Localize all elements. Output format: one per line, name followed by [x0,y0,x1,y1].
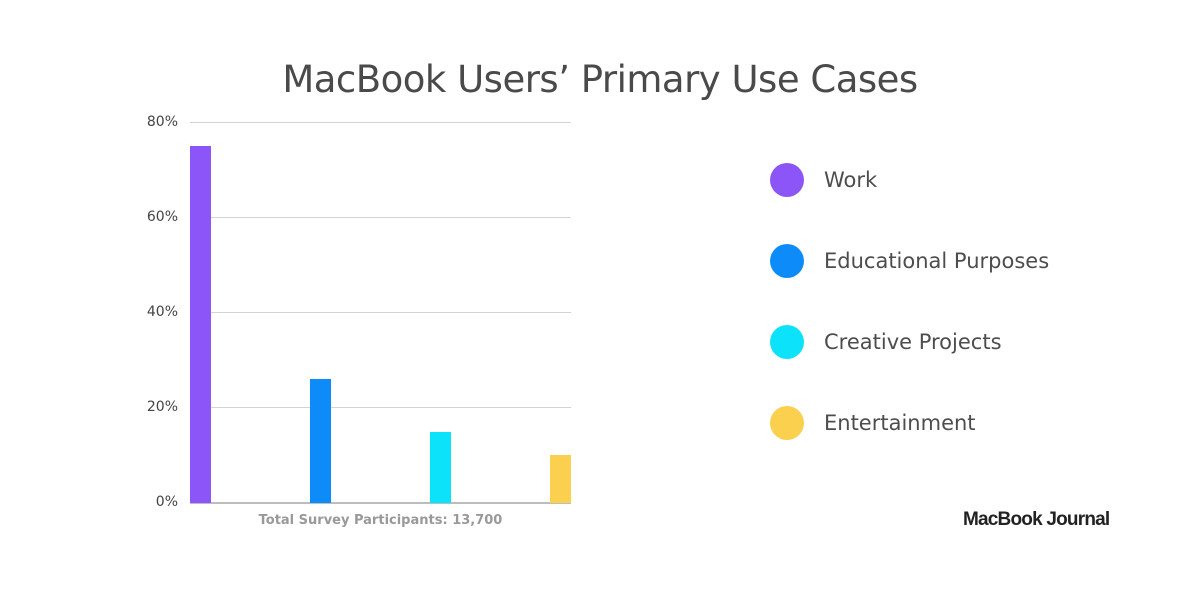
legend-item-work: Work [770,162,877,198]
legend-label: Educational Purposes [824,249,1050,273]
legend-label: Work [824,168,878,192]
gridline [190,407,571,408]
x-axis-caption: Total Survey Participants: 13,700 [258,513,503,528]
y-tick-60: 60% [146,209,178,225]
bar-educational-purposes [310,379,331,503]
circle-icon [770,406,804,440]
gridline [190,312,571,313]
bar-creative-projects [430,431,451,503]
legend-item-educational: Educational Purposes [770,243,1049,279]
legend-item-entertainment: Entertainment [770,405,976,441]
y-tick-40: 40% [146,304,178,320]
x-axis-line [190,502,571,504]
circle-icon [770,163,804,197]
legend-label: Creative Projects [824,330,1002,354]
y-tick-0: 0% [155,494,178,510]
chart-title: MacBook Users’ Primary Use Cases [282,58,918,101]
legend-item-creative: Creative Projects [770,324,1002,360]
circle-icon [770,325,804,359]
plot-area [190,122,571,504]
bar-entertainment [550,455,571,503]
legend-label: Entertainment [824,411,976,435]
gridline [190,122,571,123]
y-tick-20: 20% [146,399,178,415]
circle-icon [770,244,804,278]
gridline [190,217,571,218]
bar-work [190,145,211,503]
y-tick-80: 80% [146,114,178,130]
brand-logo: MacBook Journal [963,509,1110,530]
